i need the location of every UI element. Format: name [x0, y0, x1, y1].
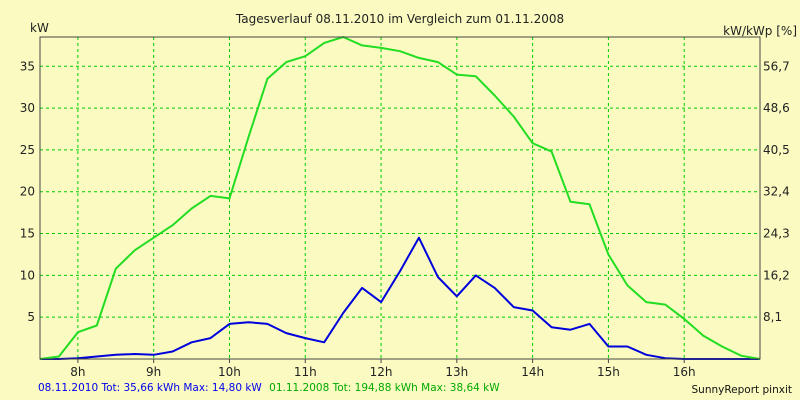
plot-area-frame	[39, 36, 761, 360]
x-tick-label: 10h	[218, 365, 241, 379]
y-axis-right-label: kW/kWp [%]	[723, 24, 797, 38]
y-left-tick-label: 30	[20, 101, 35, 115]
y-right-tick-label: 16,2	[763, 268, 790, 282]
y-right-tick-label: 56,7	[763, 59, 790, 73]
y-left-tick-label: 35	[20, 59, 35, 73]
brand-credit: SunnyReport pinxit	[691, 384, 792, 396]
y-right-tick-label: 8,1	[763, 310, 782, 324]
chart-series	[39, 36, 761, 360]
x-tick-label: 8h	[70, 365, 85, 379]
chart-grid	[40, 37, 760, 359]
x-tick-label: 12h	[370, 365, 393, 379]
series1-summary: 08.11.2010 Tot: 35,66 kWh Max: 14,80 kW	[38, 382, 262, 394]
series-line-2	[39, 36, 761, 360]
chart-footer: 08.11.2010 Tot: 35,66 kWh Max: 14,80 kW …	[38, 382, 500, 394]
chart-title: Tagesverlauf 08.11.2010 im Vergleich zum…	[235, 12, 564, 26]
x-tick-label: 16h	[673, 365, 696, 379]
y-right-tick-label: 48,6	[763, 101, 790, 115]
x-tick-label: 14h	[521, 365, 544, 379]
y-left-tick-label: 15	[20, 227, 35, 241]
series-line-1	[40, 236, 760, 360]
x-tick-label: 9h	[146, 365, 161, 379]
y-right-tick-label: 32,4	[763, 185, 790, 199]
y-right-tick-label: 40,5	[763, 143, 790, 157]
y-left-tick-label: 10	[20, 268, 35, 282]
y-axis-left-label: kW	[30, 21, 49, 35]
series2-summary: 01.11.2008 Tot: 194,88 kWh Max: 38,64 kW	[269, 382, 500, 394]
x-tick-label: 13h	[445, 365, 468, 379]
x-tick-label: 11h	[294, 365, 317, 379]
y-right-tick-label: 24,3	[763, 227, 790, 241]
x-tick-label: 15h	[597, 365, 620, 379]
y-left-tick-label: 25	[20, 143, 35, 157]
y-left-tick-label: 5	[27, 310, 35, 324]
chart-ticks: 8h 9h 10h 11h 12h 13h 14h 15h 16h 5 10 15 20 25 30 35 8,…	[20, 59, 790, 379]
y-left-tick-label: 20	[20, 185, 35, 199]
